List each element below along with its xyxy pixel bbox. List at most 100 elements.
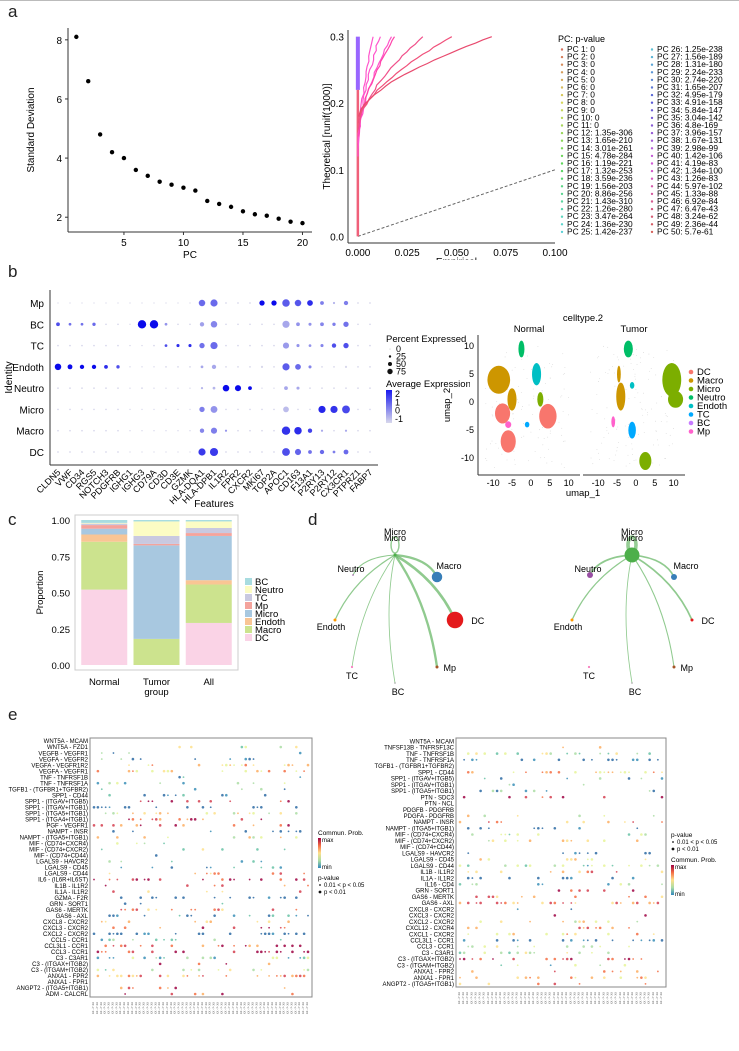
cell-point	[635, 378, 636, 380]
interaction-dot	[512, 939, 515, 942]
interaction-dot	[459, 958, 461, 960]
cell-point	[518, 386, 519, 387]
interaction-dot	[306, 950, 310, 954]
legend-label: PC 7: 0	[567, 90, 595, 100]
dot	[153, 366, 155, 368]
dot	[210, 341, 218, 350]
source-target-label: xx -> xx	[231, 1002, 235, 1014]
interaction-dot	[303, 872, 306, 875]
interaction-dot	[147, 800, 150, 803]
y-tick-label: 6	[56, 95, 62, 106]
cluster-macro	[487, 365, 511, 394]
x-tick-label: 0.100	[542, 248, 567, 259]
legend-swatch	[560, 139, 564, 142]
interaction-dot	[295, 896, 298, 899]
dot	[177, 387, 179, 389]
dot	[330, 405, 338, 414]
interaction-dot	[154, 818, 158, 821]
interaction-dot	[198, 975, 200, 977]
cell-point	[522, 406, 523, 407]
interaction-dot	[139, 758, 142, 760]
source-target-label: xx -> xx	[254, 1002, 258, 1014]
interaction-dot	[561, 932, 565, 936]
dot	[68, 322, 72, 326]
interaction-dot	[170, 992, 174, 996]
lr-pair-label: ANXA1 - FPR2	[414, 970, 455, 976]
interaction-dot	[225, 962, 228, 965]
legend-swatch	[650, 177, 654, 180]
cell-point	[552, 364, 554, 365]
interaction-dot	[279, 926, 282, 929]
interaction-dot	[167, 812, 169, 815]
dot	[57, 302, 59, 304]
x-tick-label: 0	[528, 478, 533, 488]
lr-pair-label: ANGPT2 - (ITGA5+ITGB1)	[16, 986, 88, 992]
legend-label: PC 48: 3.24e-62	[657, 211, 718, 221]
interaction-dot	[565, 839, 569, 843]
interaction-dot	[193, 787, 197, 791]
interaction-dot	[174, 938, 177, 941]
interaction-dot	[607, 882, 610, 886]
interaction-dot	[267, 920, 271, 924]
interaction-dot	[260, 805, 263, 809]
x-tick-label: 0.075	[493, 248, 518, 259]
interaction-dot	[512, 771, 515, 774]
interaction-dot	[541, 771, 544, 774]
interaction-dot	[615, 901, 618, 905]
interaction-dot	[466, 864, 470, 867]
interaction-dot	[504, 901, 507, 905]
interaction-dot	[190, 968, 193, 971]
interaction-dot	[303, 770, 306, 773]
bar-segment-dc	[185, 622, 232, 665]
node-label: Micro	[621, 527, 643, 537]
data-point	[97, 132, 103, 137]
x-tick-label: 20	[297, 238, 309, 249]
interaction-dot	[508, 876, 511, 880]
interaction-dot	[112, 752, 115, 754]
bar-segment-macro	[133, 638, 180, 665]
source-target-label: xx -> xx	[91, 1002, 95, 1014]
interaction-dot	[135, 975, 138, 977]
cell-point	[507, 389, 509, 390]
panel-label-b: b	[8, 262, 18, 281]
interaction-dot	[562, 746, 564, 749]
legend-label: PC 39: 2.98e-99	[657, 143, 718, 153]
interaction-dot	[135, 932, 139, 936]
interaction-dot	[260, 878, 263, 881]
interaction-dot	[299, 776, 302, 779]
legend-label: Neutro	[255, 585, 284, 596]
legend-swatch	[688, 378, 694, 383]
interaction-dot	[591, 864, 593, 867]
color-legend-min: min	[322, 865, 332, 871]
p-legend-label: p < 0.01	[324, 890, 347, 896]
interaction-dot	[127, 920, 131, 924]
cell-point	[606, 427, 608, 428]
legend-label: PC 20: 8.86e-256	[567, 188, 633, 198]
x-tick-label: 10	[669, 478, 679, 488]
interaction-dot	[512, 783, 515, 786]
interaction-dot	[466, 814, 470, 818]
source-target-label: xx -> xx	[192, 1002, 196, 1014]
interaction-dot	[151, 866, 154, 869]
interaction-dot	[201, 805, 205, 809]
source-target-label: xx -> xx	[149, 1002, 153, 1014]
interaction-dot	[167, 794, 169, 797]
cell-point	[598, 381, 600, 382]
interaction-dot	[553, 982, 557, 986]
interaction-dot	[458, 864, 462, 867]
dot	[200, 365, 204, 369]
interaction-dot	[244, 944, 247, 947]
y-axis-label: Identity	[4, 361, 15, 393]
interaction-dot	[132, 830, 134, 833]
dot	[177, 323, 179, 326]
source-target-label: xx -> xx	[651, 992, 655, 1004]
lr-pair-label: CXCL8 - CXCR2	[409, 907, 455, 913]
pc-curve	[357, 36, 453, 124]
dot	[117, 429, 119, 432]
interaction-dot	[279, 745, 283, 749]
interaction-dot	[182, 776, 185, 779]
interaction-dot	[233, 944, 235, 947]
interaction-dot	[466, 901, 470, 905]
cell-point	[561, 434, 563, 436]
